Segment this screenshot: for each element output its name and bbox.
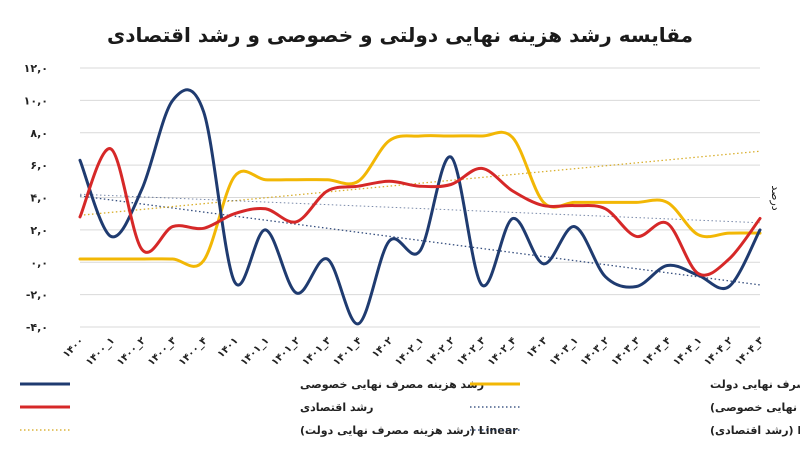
x-tick-label: ۱۴۰۳_۱ — [548, 335, 581, 368]
y-tick-label: ۱۰,۰ — [24, 94, 48, 107]
series-line-2 — [78, 147, 762, 277]
legend-label: رشد اقتصادی — [300, 401, 374, 414]
legend-label: Linear (رشد اقتصادی) — [710, 424, 800, 437]
x-tick-label: ۱۴۰۴_۳ — [733, 335, 766, 368]
x-tick-label: ۱۴۰۴_۱ — [671, 335, 704, 368]
x-tick-label: ۱۴۰۲_۲ — [424, 335, 457, 368]
x-tick-label: ۱۴۰۲_۳ — [455, 335, 488, 368]
y-tick-label: ۱۲,۰ — [24, 62, 48, 75]
legend-label: رشد هزینه مصرف نهایی خصوصی — [300, 378, 484, 391]
x-tick-label: ۱۴۰۲_۱ — [393, 335, 426, 368]
legend-label: رشد هزینه مصرف نهایی دولت — [710, 378, 800, 391]
x-tick-label: ۱۴۰۰ — [61, 335, 86, 360]
x-tick-label: ۱۴۰۰_۴ — [177, 335, 210, 368]
y-tick-label: ۰,۰ — [30, 256, 48, 269]
chart-title: مقایسه رشد هزینه نهایی دولتی و خصوصی و ر… — [107, 23, 693, 47]
legend-item: رشد هزینه مصرف نهایی دولت — [470, 378, 800, 391]
y-axis-ticks: ۱۲,۰ ۱۰,۰ ۸,۰ ۶,۰ ۴,۰ ۲,۰ ۰,۰ -۲,۰ -۴,۰ — [24, 62, 48, 334]
x-tick-label: ۱۴۰۱_۱ — [239, 335, 272, 368]
legend: رشد هزینه مصرف نهایی خصوصی رشد هزینه مصرف… — [20, 378, 800, 437]
y-tick-label: ۶,۰ — [30, 159, 48, 172]
y-tick-label: ۲,۰ — [30, 224, 48, 237]
y-tick-label: -۴,۰ — [26, 321, 48, 334]
x-tick-label: ۱۴۰۳_۴ — [640, 335, 673, 368]
legend-label: Linear (رشد هزینه مصرف نهایی دولت) — [300, 424, 518, 437]
x-tick-label: ۱۴۰۰_۱ — [84, 335, 117, 368]
y-tick-label: ۸,۰ — [30, 127, 48, 140]
x-tick-label: ۱۴۰۳ — [525, 335, 550, 360]
legend-item: Linear (رشد اقتصادی) — [470, 424, 800, 437]
x-tick-label: ۱۴۰۳_۲ — [579, 335, 612, 368]
series-lines — [78, 88, 762, 326]
y-tick-label: -۲,۰ — [26, 289, 48, 302]
y-tick-label: ۴,۰ — [30, 192, 48, 205]
legend-item: رشد اقتصادی — [20, 401, 374, 414]
series-line-5 — [79, 193, 761, 224]
legend-item: Linear (رشد هزینه مصرف نهایی خصوصی) — [470, 401, 800, 414]
y-axis-label: درصد — [769, 185, 782, 210]
series-line-4 — [79, 150, 761, 216]
x-tick-label: ۱۴۰۱_۳ — [300, 335, 333, 368]
x-tick-label: ۱۴۰۰_۲ — [115, 335, 148, 368]
gridlines — [80, 67, 760, 328]
x-tick-label: ۱۴۰۱_۲ — [270, 335, 303, 368]
x-tick-label: ۱۴۰۰_۳ — [146, 335, 179, 368]
x-tick-label: ۱۴۰۱_۴ — [331, 335, 364, 368]
legend-label: Linear (رشد هزینه مصرف نهایی خصوصی) — [710, 401, 800, 414]
legend-item: Linear (رشد هزینه مصرف نهایی دولت) — [20, 424, 518, 437]
x-tick-label: ۱۴۰۳_۳ — [610, 335, 643, 368]
x-tick-label: ۱۴۰۴_۲ — [702, 335, 735, 368]
x-tick-label: ۱۴۰۲_۴ — [486, 335, 519, 368]
series-line-0 — [78, 88, 762, 326]
legend-item: رشد هزینه مصرف نهایی خصوصی — [20, 378, 484, 391]
x-tick-label: ۱۴۰۱ — [216, 335, 241, 360]
x-tick-label: ۱۴۰۲ — [370, 335, 395, 360]
series-line-1 — [78, 130, 762, 268]
